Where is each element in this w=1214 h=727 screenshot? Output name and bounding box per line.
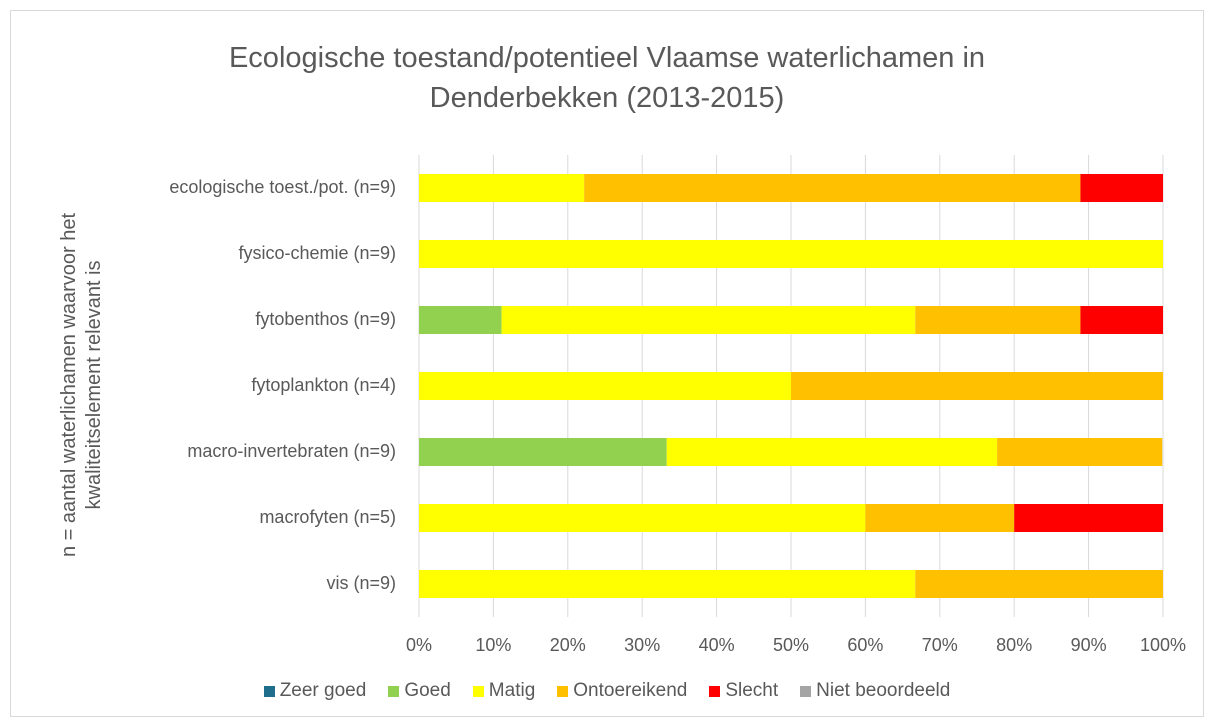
- legend-item: Slecht: [709, 680, 778, 702]
- bar-segment: [1080, 174, 1163, 202]
- y-tick-label: fytobenthos (n=9): [255, 309, 396, 329]
- x-tick-label: 100%: [1140, 635, 1186, 655]
- y-tick-label: macro-invertebraten (n=9): [187, 441, 396, 461]
- legend-swatch: [800, 685, 812, 697]
- x-tick-label: 70%: [922, 635, 958, 655]
- bar-segment: [915, 306, 1081, 334]
- x-tick-label: 0%: [406, 635, 432, 655]
- bar-segment: [1014, 504, 1163, 532]
- bar-segment: [419, 438, 667, 466]
- y-tick-label: macrofyten (n=5): [259, 507, 396, 527]
- x-tick-label: 80%: [996, 635, 1032, 655]
- legend-item: Ontoereikend: [557, 680, 687, 702]
- y-tick-label: ecologische toest./pot. (n=9): [169, 177, 396, 197]
- legend-label: Slecht: [725, 680, 779, 701]
- y-tick-label: fysico-chemie (n=9): [238, 243, 396, 263]
- legend-label: Zeer goed: [279, 680, 367, 701]
- bar-segment: [419, 306, 502, 334]
- bar-segment: [419, 570, 916, 598]
- legend-label: Ontoereikend: [573, 680, 688, 701]
- legend-swatch: [388, 685, 400, 697]
- x-tick-label: 50%: [773, 635, 809, 655]
- bar-segment: [419, 372, 791, 400]
- bar-segment: [1080, 306, 1163, 334]
- legend-label: Goed: [404, 680, 451, 701]
- legend-item: Niet beoordeeld: [800, 680, 950, 702]
- chart-title: Ecologische toestand/potentieel Vlaamse …: [228, 42, 986, 114]
- legend-label: Niet beoordeeld: [816, 680, 951, 701]
- y-tick-label: fytoplankton (n=4): [251, 375, 396, 395]
- bar-segment: [419, 174, 585, 202]
- legend-swatch: [709, 685, 721, 697]
- y-tick-label: vis (n=9): [326, 573, 396, 593]
- bar-segment: [419, 240, 1163, 268]
- x-tick-label: 90%: [1071, 635, 1107, 655]
- legend-item: Zeer goed: [263, 680, 367, 702]
- bar-segment: [865, 504, 1015, 532]
- legend-label: Matig: [488, 680, 536, 701]
- legend-item: Matig: [472, 680, 536, 702]
- x-tick-label: 10%: [475, 635, 511, 655]
- bar-segment: [666, 438, 998, 466]
- legend-swatch: [472, 685, 484, 697]
- bar-segment: [791, 372, 1163, 400]
- legend-swatch: [557, 685, 569, 697]
- bar-segment: [584, 174, 1081, 202]
- bar-segment: [501, 306, 916, 334]
- chart-border: [10, 10, 1204, 717]
- x-tick-label: 20%: [550, 635, 586, 655]
- x-tick-label: 40%: [699, 635, 735, 655]
- bar-segment: [419, 504, 866, 532]
- y-axis-label: n = aantal waterlichamen waarvoor het kw…: [58, 212, 105, 558]
- legend-swatch: [263, 685, 275, 697]
- x-tick-label: 30%: [624, 635, 660, 655]
- x-tick-label: 60%: [847, 635, 883, 655]
- bar-segment: [997, 438, 1163, 466]
- legend-item: Goed: [388, 680, 451, 702]
- bar-segment: [915, 570, 1163, 598]
- legend: Zeer goed Goed Matig Ontoereikend Slecht Niet…: [0, 680, 1214, 702]
